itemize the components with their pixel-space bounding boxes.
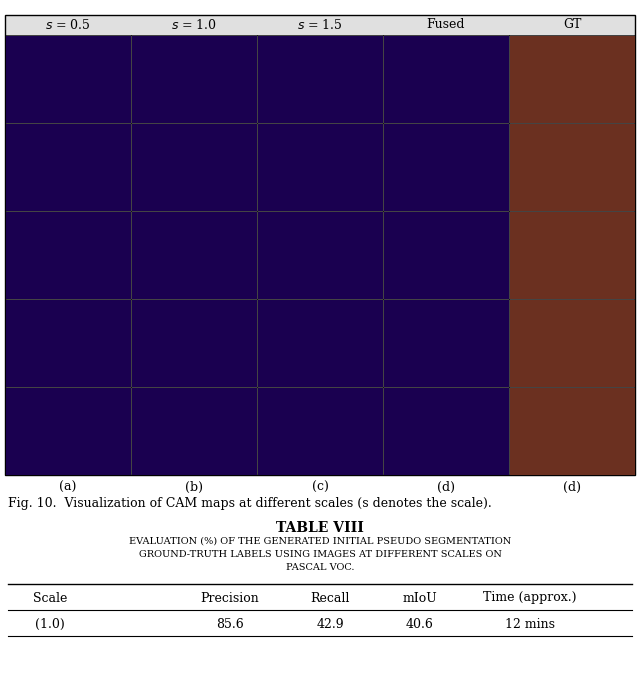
Bar xyxy=(131,36,257,122)
Bar xyxy=(509,300,634,387)
Bar xyxy=(509,124,634,211)
Text: (c): (c) xyxy=(312,481,328,493)
Bar xyxy=(131,124,257,211)
Bar xyxy=(509,211,634,298)
Text: (b): (b) xyxy=(185,481,203,493)
Text: 42.9: 42.9 xyxy=(316,618,344,630)
Bar xyxy=(383,211,509,298)
Text: $\mathit{s}$ = 1.0: $\mathit{s}$ = 1.0 xyxy=(171,18,217,32)
Bar xyxy=(509,387,634,475)
Text: (d): (d) xyxy=(563,481,581,493)
Bar xyxy=(6,387,131,475)
Text: 40.6: 40.6 xyxy=(406,618,434,630)
Text: Recall: Recall xyxy=(310,591,349,605)
Text: GROUND-TRUTH LABELS USING IMAGES AT DIFFERENT SCALES ON: GROUND-TRUTH LABELS USING IMAGES AT DIFF… xyxy=(139,550,501,559)
Bar xyxy=(383,300,509,387)
Bar xyxy=(131,387,257,475)
Bar xyxy=(131,211,257,298)
Text: (d): (d) xyxy=(437,481,455,493)
Text: $\mathit{s}$ = 0.5: $\mathit{s}$ = 0.5 xyxy=(45,18,91,32)
Text: Time (approx.): Time (approx.) xyxy=(483,591,577,605)
Text: Fused: Fused xyxy=(427,18,465,32)
Bar xyxy=(257,300,383,387)
Bar xyxy=(383,36,509,122)
Text: $\mathit{s}$ = 1.5: $\mathit{s}$ = 1.5 xyxy=(297,18,343,32)
Text: Fig. 10.  Visualization of CAM maps at different scales (s denotes the scale).: Fig. 10. Visualization of CAM maps at di… xyxy=(8,497,492,510)
Bar xyxy=(257,211,383,298)
Text: EVALUATION (%) OF THE GENERATED INITIAL PSEUDO SEGMENTATION: EVALUATION (%) OF THE GENERATED INITIAL … xyxy=(129,537,511,546)
Bar xyxy=(383,124,509,211)
Bar xyxy=(6,211,131,298)
Bar xyxy=(6,124,131,211)
Text: mIoU: mIoU xyxy=(403,591,437,605)
Bar xyxy=(257,124,383,211)
Text: GT: GT xyxy=(563,18,581,32)
Text: 12 mins: 12 mins xyxy=(505,618,555,630)
Text: PASCAL VOC.: PASCAL VOC. xyxy=(285,563,355,572)
Text: TABLE VIII: TABLE VIII xyxy=(276,521,364,535)
Text: (1.0): (1.0) xyxy=(35,618,65,630)
Bar xyxy=(5,15,635,475)
Text: (a): (a) xyxy=(60,481,77,493)
Bar xyxy=(257,36,383,122)
Bar xyxy=(257,387,383,475)
Text: 85.6: 85.6 xyxy=(216,618,244,630)
Bar xyxy=(131,300,257,387)
Text: Scale: Scale xyxy=(33,591,67,605)
Bar xyxy=(6,300,131,387)
Bar xyxy=(6,36,131,122)
Bar xyxy=(509,36,634,122)
Bar xyxy=(383,387,509,475)
Text: Precision: Precision xyxy=(200,591,259,605)
